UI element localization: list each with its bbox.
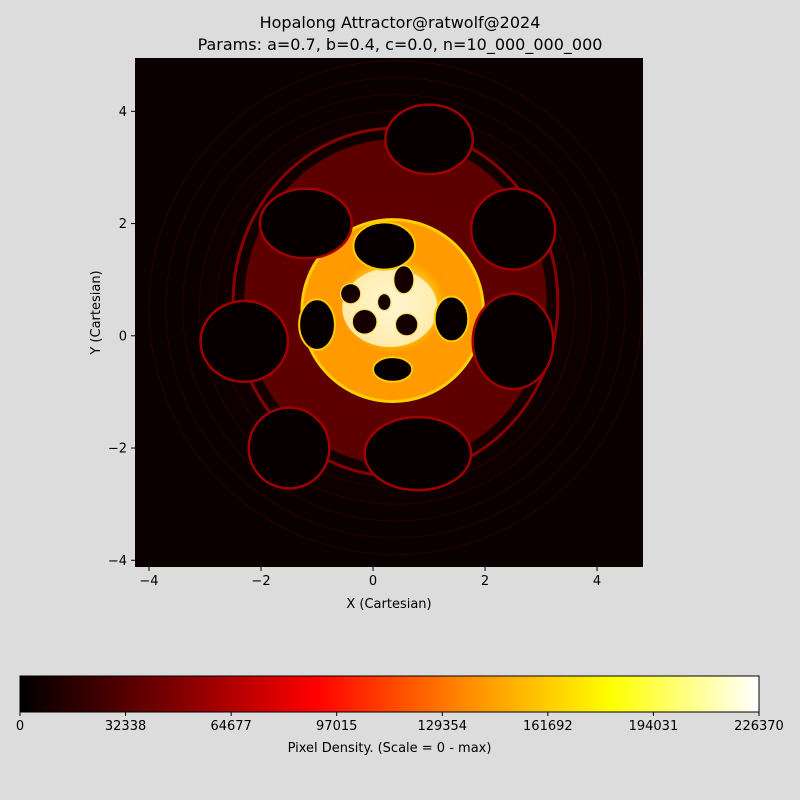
core-hole xyxy=(394,312,419,337)
attractor-loop xyxy=(352,221,417,271)
colorbar-tick-label: 161692 xyxy=(523,719,573,734)
attractor-loop xyxy=(471,292,555,391)
colorbar-tick-label: 226370 xyxy=(734,719,784,734)
faint-ring xyxy=(182,93,609,522)
y-tick-label: 4 xyxy=(119,105,127,120)
x-tick-label: −4 xyxy=(139,574,158,589)
x-tick-label: 0 xyxy=(369,574,377,589)
attractor-loop xyxy=(199,299,290,384)
faint-ring xyxy=(148,60,643,556)
colorbar-tick-label: 0 xyxy=(16,719,24,734)
x-tick-label: 2 xyxy=(481,574,489,589)
attractor-loop xyxy=(298,298,336,351)
y-axis: −4 −2 0 2 4 xyxy=(108,105,135,569)
core-hole xyxy=(393,265,415,295)
colorbar-tick-label: 97015 xyxy=(316,719,357,734)
chart-subtitle: Params: a=0.7, b=0.4, c=0.0, n=10_000_00… xyxy=(197,35,603,54)
colorbar-ticks: 0 32338 64677 97015 129354 161692 194031 226370 xyxy=(16,712,784,734)
attractor-loop xyxy=(247,406,331,490)
colorbar-label: Pixel Density. (Scale = 0 - max) xyxy=(288,741,492,756)
x-tick-label: 4 xyxy=(593,574,601,589)
colorbar-tick-label: 194031 xyxy=(629,719,679,734)
attractor-loop xyxy=(258,187,354,260)
faint-ring xyxy=(165,77,626,539)
attractor-loop xyxy=(469,187,557,271)
colorbar-tick-label: 129354 xyxy=(417,719,467,734)
attractor-loop xyxy=(384,103,474,176)
colorbar-tick-label: 64677 xyxy=(210,719,251,734)
colorbar-tick-label: 32338 xyxy=(105,719,146,734)
chart-title: Hopalong Attractor@ratwolf@2024 xyxy=(259,13,541,32)
x-axis: −4 −2 0 2 4 xyxy=(139,567,601,589)
attractor-image xyxy=(148,60,643,556)
x-axis-label: X (Cartesian) xyxy=(346,597,431,612)
attractor-loop xyxy=(363,415,473,492)
core-hole xyxy=(376,293,392,312)
faint-ring xyxy=(198,110,592,505)
core-hole xyxy=(339,282,362,305)
y-tick-label: 0 xyxy=(119,329,127,344)
colorbar xyxy=(19,675,760,713)
y-tick-label: −4 xyxy=(108,554,127,569)
y-tick-label: 2 xyxy=(119,217,127,232)
core-hole xyxy=(351,308,378,335)
y-tick-label: −2 xyxy=(108,442,127,457)
attractor-loop xyxy=(372,356,414,383)
y-axis-label: Y (Cartesian) xyxy=(89,270,104,355)
attractor-loop xyxy=(433,295,470,343)
x-tick-label: −2 xyxy=(251,574,270,589)
